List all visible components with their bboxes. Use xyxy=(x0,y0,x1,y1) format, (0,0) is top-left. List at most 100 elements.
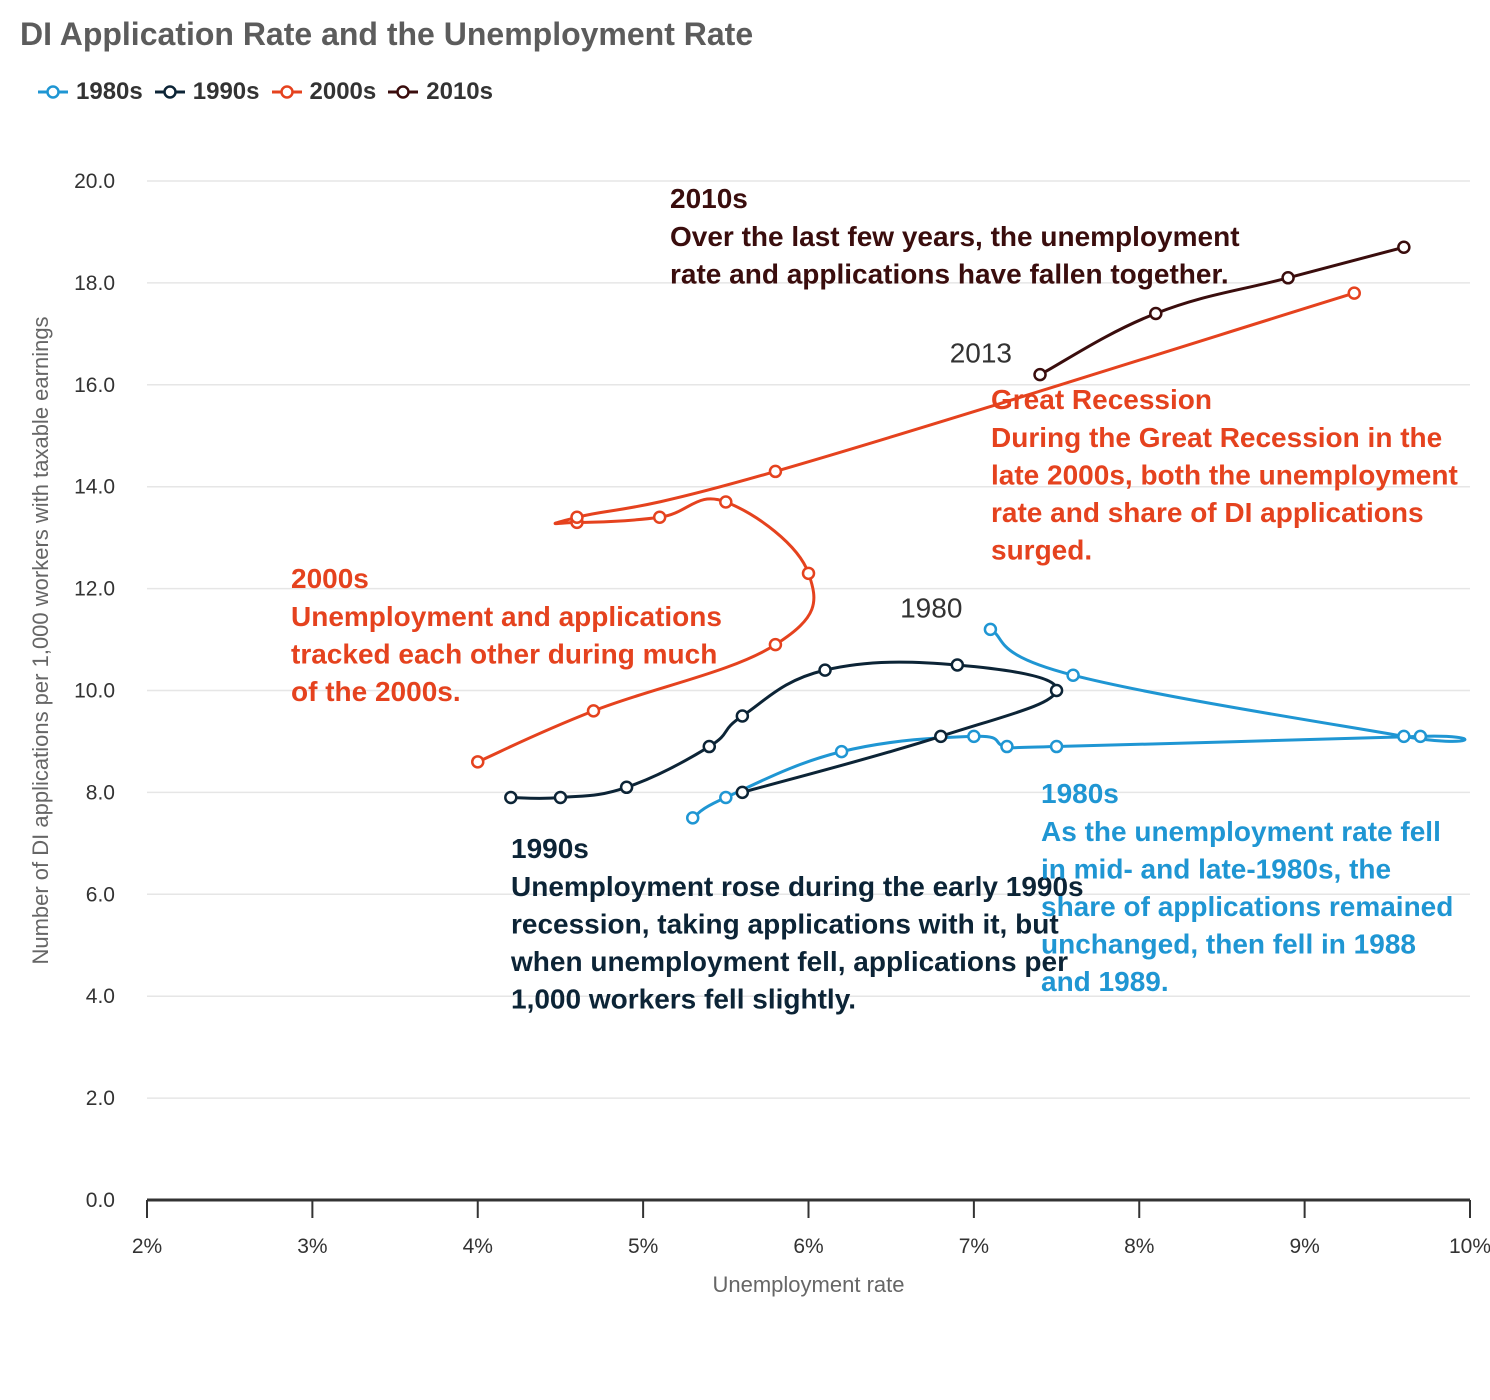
annotation-title: 2000s xyxy=(291,563,369,594)
data-point-2010s xyxy=(1397,240,1411,254)
annotation-line: rate and share of DI applications xyxy=(991,497,1424,528)
data-point-2000s xyxy=(471,755,485,769)
data-point-2010s xyxy=(1033,367,1047,382)
x-tick-label: 7% xyxy=(959,1235,989,1258)
annotation-line: unchanged, then fell in 1988 xyxy=(1041,929,1416,960)
y-tick-label: 8.0 xyxy=(86,781,115,804)
data-point-2000s xyxy=(768,464,783,479)
data-point-1980s xyxy=(983,622,998,637)
data-point-2000s xyxy=(1347,286,1361,300)
data-point-1990s xyxy=(735,785,750,800)
data-point-2000s xyxy=(768,637,783,652)
annotation-line: late 2000s, both the unemployment xyxy=(991,460,1458,491)
annotation-title: 1980s xyxy=(1041,778,1119,809)
legend: 1980s 1990s 2000s 2010s xyxy=(36,78,493,106)
data-point-1990s xyxy=(619,780,634,795)
x-tick-label: 10% xyxy=(1449,1235,1490,1258)
data-point-1990s xyxy=(950,658,965,672)
x-tick-label: 5% xyxy=(628,1235,658,1258)
data-point-1990s xyxy=(504,790,518,805)
data-point-1990s xyxy=(818,663,832,677)
data-point-1980s xyxy=(719,790,733,805)
y-tick-label: 18.0 xyxy=(74,272,115,295)
annotation-line: Over the last few years, the unemploymen… xyxy=(670,221,1240,252)
y-tick-label: 0.0 xyxy=(86,1189,115,1212)
data-point-1980s xyxy=(1397,729,1411,744)
annotation-line: tracked each other during much xyxy=(291,639,717,670)
x-tick-label: 3% xyxy=(297,1235,327,1258)
annotation-line: Unemployment rose during the early 1990s xyxy=(511,871,1084,902)
data-point-1980s xyxy=(1413,729,1428,744)
data-point-2000s xyxy=(586,704,601,718)
data-point-1990s xyxy=(735,709,750,723)
annotation-1: Great Recession During the Great Recessio… xyxy=(991,384,1458,566)
point-label-1980: 1980 xyxy=(900,592,962,623)
x-tick-label: 9% xyxy=(1289,1235,1319,1258)
y-tick-label: 20.0 xyxy=(74,170,115,193)
annotation-title: Great Recession xyxy=(991,384,1212,415)
x-axis-title: Unemployment rate xyxy=(713,1272,905,1297)
y-tick-label: 6.0 xyxy=(86,883,115,906)
annotation-line: of the 2000s. xyxy=(291,676,461,707)
x-tick-label: 4% xyxy=(463,1235,493,1258)
x-tick-label: 6% xyxy=(793,1235,823,1258)
legend-item-2000s[interactable]: 2000s xyxy=(270,78,377,106)
data-point-1990s xyxy=(553,790,568,805)
data-point-1990s xyxy=(1049,683,1064,698)
annotation-line: During the Great Recession in the xyxy=(991,422,1442,453)
annotation-line: recession, taking applications with it, … xyxy=(511,909,1059,940)
x-tick-label: 8% xyxy=(1124,1235,1154,1258)
annotation-line: 1,000 workers fell slightly. xyxy=(511,984,856,1015)
data-point-2000s xyxy=(801,566,816,581)
annotation-line: share of applications remained xyxy=(1041,891,1453,922)
y-tick-label: 16.0 xyxy=(74,374,115,397)
data-point-1990s xyxy=(702,739,717,754)
legend-label: 1980s xyxy=(76,78,143,105)
y-tick-label: 12.0 xyxy=(74,578,115,601)
legend-item-2010s[interactable]: 2010s xyxy=(386,78,493,106)
annotation-title: 2010s xyxy=(670,183,748,214)
annotation-line: surged. xyxy=(991,535,1092,566)
data-point-1980s xyxy=(967,729,981,744)
annotation-line: in mid- and late-1980s, the xyxy=(1041,854,1391,885)
annotation-2: 2000s Unemployment and applications tracke… xyxy=(291,563,722,707)
legend-label: 2000s xyxy=(309,78,377,105)
legend-symbol-icon xyxy=(271,85,302,99)
data-point-2000s xyxy=(719,495,733,509)
series-line-2010s xyxy=(1039,245,1405,376)
annotation-4: 1980s As the unemployment rate fell in mid… xyxy=(1041,778,1453,997)
x-tick-label: 2% xyxy=(132,1235,162,1258)
y-axis-title: Number of DI applications per 1,000 work… xyxy=(28,316,53,964)
data-point-1980s xyxy=(1000,739,1014,754)
annotation-0: 2010s Over the last few years, the unempl… xyxy=(670,183,1240,290)
legend-label: 1990s xyxy=(192,78,260,105)
annotation-line: when unemployment fell, applications per xyxy=(510,946,1068,977)
annotation-title: 1990s xyxy=(511,833,589,864)
data-point-2000s xyxy=(570,510,584,525)
y-tick-label: 4.0 xyxy=(86,985,115,1008)
annotation-line: As the unemployment rate fell xyxy=(1041,816,1441,847)
legend-symbol-icon xyxy=(38,85,68,99)
legend-symbol-icon xyxy=(388,85,419,99)
legend-item-1990s[interactable]: 1990s xyxy=(153,78,260,106)
y-tick-label: 10.0 xyxy=(74,680,115,703)
legend-item-1980s[interactable]: 1980s xyxy=(36,78,143,106)
data-point-1980s xyxy=(1066,668,1080,682)
annotation-line: Unemployment and applications xyxy=(291,601,722,632)
data-point-1990s xyxy=(934,729,948,744)
y-tick-label: 2.0 xyxy=(86,1087,115,1110)
data-point-2010s xyxy=(1149,306,1163,321)
legend-label: 2010s xyxy=(426,78,493,105)
annotation-line: rate and applications have fallen togeth… xyxy=(670,259,1229,290)
data-point-1980s xyxy=(834,744,849,759)
data-point-1980s xyxy=(1049,739,1064,754)
y-tick-label: 14.0 xyxy=(74,476,115,499)
annotation-line: and 1989. xyxy=(1041,966,1169,997)
data-point-2000s xyxy=(652,510,667,525)
annotation-3: 1990s Unemployment rose during the early … xyxy=(510,833,1084,1015)
chart-title: DI Application Rate and the Unemployment… xyxy=(20,16,754,52)
legend-symbol-icon xyxy=(154,85,185,99)
data-point-2010s xyxy=(1281,271,1295,285)
point-label-2013: 2013 xyxy=(950,338,1012,369)
